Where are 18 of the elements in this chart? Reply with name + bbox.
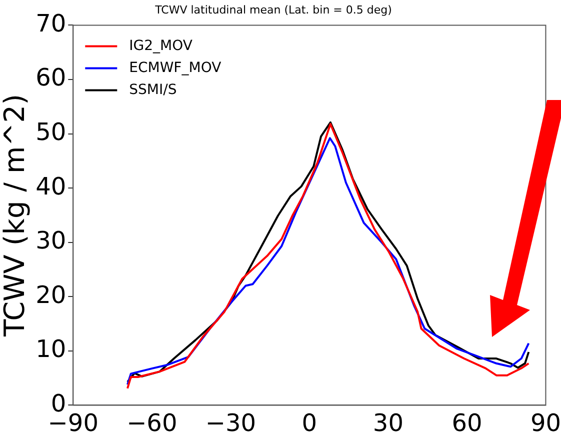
y-axis-title: TCWV (kg / m^2) bbox=[0, 94, 32, 338]
x-tick-label: 0 bbox=[302, 408, 318, 437]
legend-label: SSMI/S bbox=[129, 82, 177, 98]
x-tick-label: −30 bbox=[205, 408, 256, 437]
x-tick-label: 30 bbox=[372, 408, 404, 437]
y-tick-label: 40 bbox=[36, 172, 66, 200]
y-tick-label: 60 bbox=[36, 64, 66, 92]
legend-label: ECMWF_MOV bbox=[129, 60, 222, 76]
x-tick-label: 60 bbox=[452, 408, 482, 437]
x-tick-label: 90 bbox=[530, 408, 561, 437]
y-tick-label: 70 bbox=[36, 9, 66, 38]
y-tick-label: 20 bbox=[36, 280, 66, 309]
y-tick-label: 30 bbox=[36, 226, 66, 255]
x-tick-label: −60 bbox=[126, 408, 178, 437]
y-tick-label: 50 bbox=[36, 118, 66, 146]
y-tick-label: 10 bbox=[36, 335, 66, 364]
legend-label: IG2_MOV bbox=[129, 38, 193, 54]
chart-title: TCWV latitudinal mean (Lat. bin = 0.5 deg) bbox=[154, 3, 392, 16]
